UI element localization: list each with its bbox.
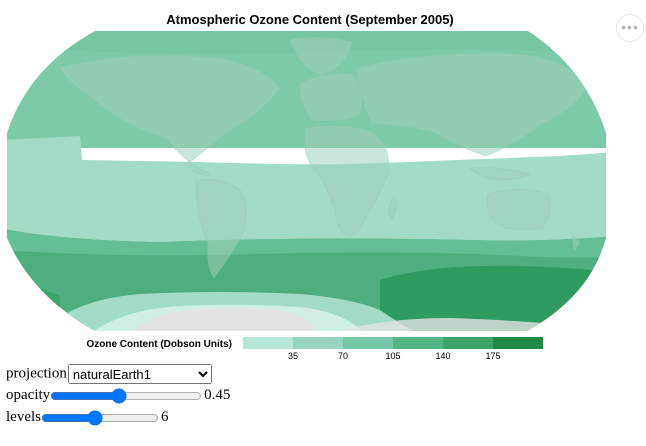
land-new-zealand — [571, 233, 581, 253]
opacity-value: 0.45 — [204, 387, 231, 403]
land-madagascar — [387, 197, 399, 221]
legend: Ozone Content (Dobson Units) 35 70 105 140 1… — [86, 337, 543, 361]
legend-swatches — [243, 337, 543, 349]
opacity-label: opacity — [6, 387, 51, 403]
band-tropics — [7, 136, 606, 242]
map-title: Atmospheric Ozone Content (September 200… — [166, 12, 454, 27]
globe — [7, 31, 606, 331]
legend-swatch — [393, 337, 443, 349]
land-south-america — [195, 178, 247, 279]
land-australia — [486, 188, 552, 231]
legend-swatch — [243, 337, 293, 349]
legend-ticks: 35 70 105 140 175 — [288, 351, 501, 361]
legend-tick-label: 140 — [435, 351, 450, 361]
levels-control: levels 6 — [6, 409, 169, 426]
legend-swatch — [293, 337, 343, 349]
levels-slider[interactable] — [41, 409, 159, 426]
legend-tick-label: 105 — [385, 351, 400, 361]
legend-tick-label: 175 — [485, 351, 500, 361]
land-antarctica — [130, 308, 320, 331]
legend-title: Ozone Content (Dobson Units) — [86, 339, 232, 350]
opacity-control: opacity 0.45 — [6, 387, 230, 404]
landmasses — [59, 37, 587, 279]
ellipsis-icon: ••• — [621, 19, 639, 35]
legend-swatch — [343, 337, 393, 349]
legend-tick-label: 70 — [338, 351, 348, 361]
levels-label: levels — [6, 409, 41, 425]
levels-value: 6 — [161, 409, 169, 425]
land-asia — [355, 52, 587, 157]
ozone-map — [7, 31, 606, 331]
opacity-slider[interactable] — [50, 387, 203, 404]
projection-select[interactable]: naturalEarth1 — [67, 364, 212, 384]
legend-tick-label: 35 — [288, 351, 298, 361]
projection-label: projection — [6, 365, 67, 382]
land-central-america — [187, 159, 211, 176]
legend-swatch — [443, 337, 493, 349]
projection-control: projection naturalEarth1 — [6, 364, 212, 384]
more-options-button[interactable]: ••• — [616, 14, 644, 42]
land-indonesia — [469, 167, 531, 181]
land-north-america — [59, 55, 281, 163]
land-europe — [299, 73, 363, 122]
legend-swatch — [493, 337, 543, 349]
land-greenland — [289, 37, 353, 77]
land-africa — [304, 125, 389, 236]
